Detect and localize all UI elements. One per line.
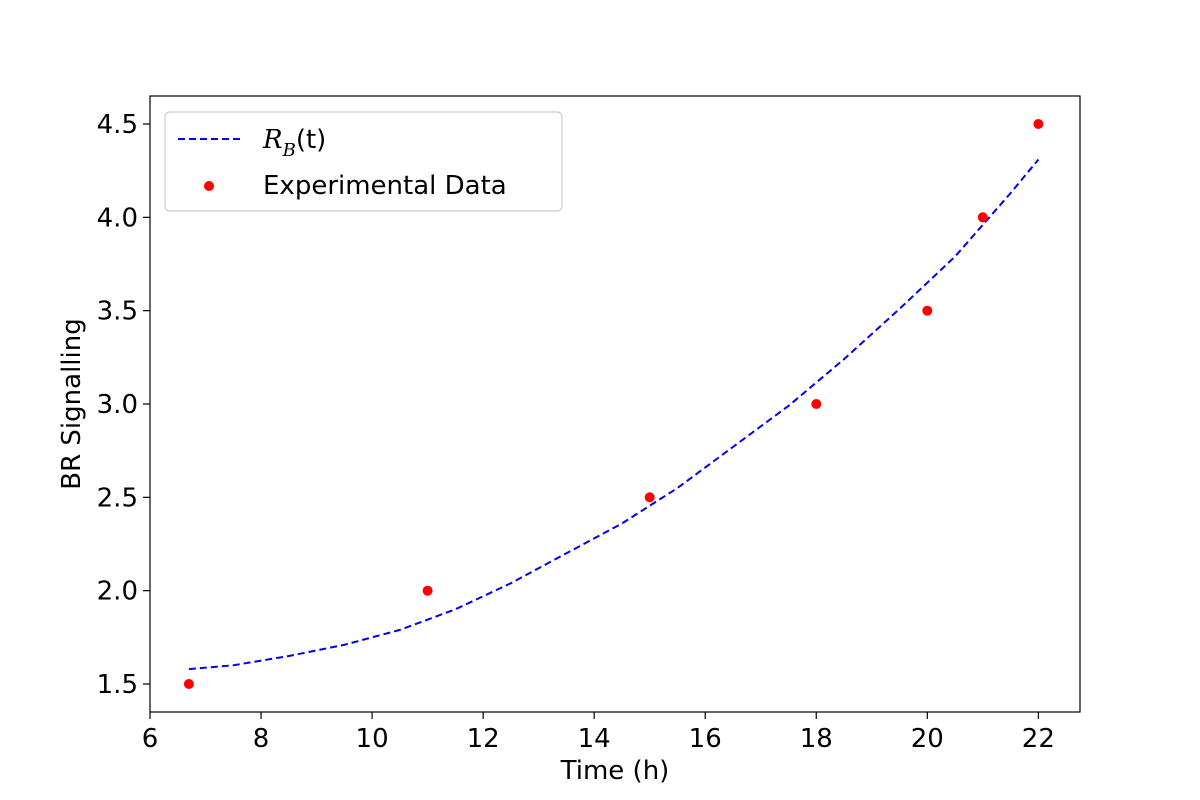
- x-tick-label: 18: [800, 724, 833, 754]
- experimental-points: [183, 119, 1044, 689]
- data-point: [1033, 119, 1044, 129]
- y-tick-label: 3.5: [97, 297, 138, 327]
- data-point: [183, 679, 194, 689]
- y-tick-label: 4.0: [97, 203, 138, 233]
- x-axis-ticks: 6 8 10 12 14 16 18 20 22: [142, 712, 1055, 754]
- plot-frame: [149, 95, 1081, 713]
- x-axis-label: Time (h): [560, 756, 670, 786]
- y-axis-label: BR Signalling: [57, 318, 87, 489]
- fit-line: [188, 158, 1040, 671]
- x-tick-label: 16: [689, 724, 722, 754]
- x-tick-label: 14: [578, 724, 611, 754]
- y-tick-label: 1.5: [97, 670, 138, 700]
- y-tick-label: 2.0: [97, 577, 138, 607]
- legend-label-fit-main: R: [262, 125, 283, 155]
- data-point: [922, 305, 933, 316]
- x-tick-label: 22: [1022, 724, 1055, 754]
- data-point: [811, 399, 822, 409]
- y-axis-ticks: 1.5 2.0 2.5 3.0 3.5 4.0 4.5: [97, 110, 150, 700]
- data-point: [644, 492, 655, 503]
- data-point: [977, 212, 988, 223]
- x-tick-label: 20: [911, 724, 944, 754]
- legend-label-data: Experimental Data: [263, 171, 507, 201]
- x-tick-label: 10: [356, 724, 389, 754]
- legend-box: [164, 111, 563, 212]
- legend-label-fit: RB(t): [262, 125, 326, 161]
- x-tick-label: 6: [142, 724, 159, 754]
- legend-label-fit-sub: B: [282, 140, 296, 161]
- legend-label-fit-tail: (t): [296, 125, 326, 155]
- data-point: [422, 585, 433, 596]
- legend-dot-swatch: [204, 181, 214, 191]
- y-tick-label: 4.5: [97, 110, 138, 140]
- y-tick-label: 2.5: [97, 483, 138, 513]
- legend: RB(t) Experimental Data: [164, 111, 563, 212]
- x-tick-label: 12: [467, 724, 500, 754]
- x-tick-label: 8: [253, 724, 270, 754]
- y-tick-label: 3.0: [97, 390, 138, 420]
